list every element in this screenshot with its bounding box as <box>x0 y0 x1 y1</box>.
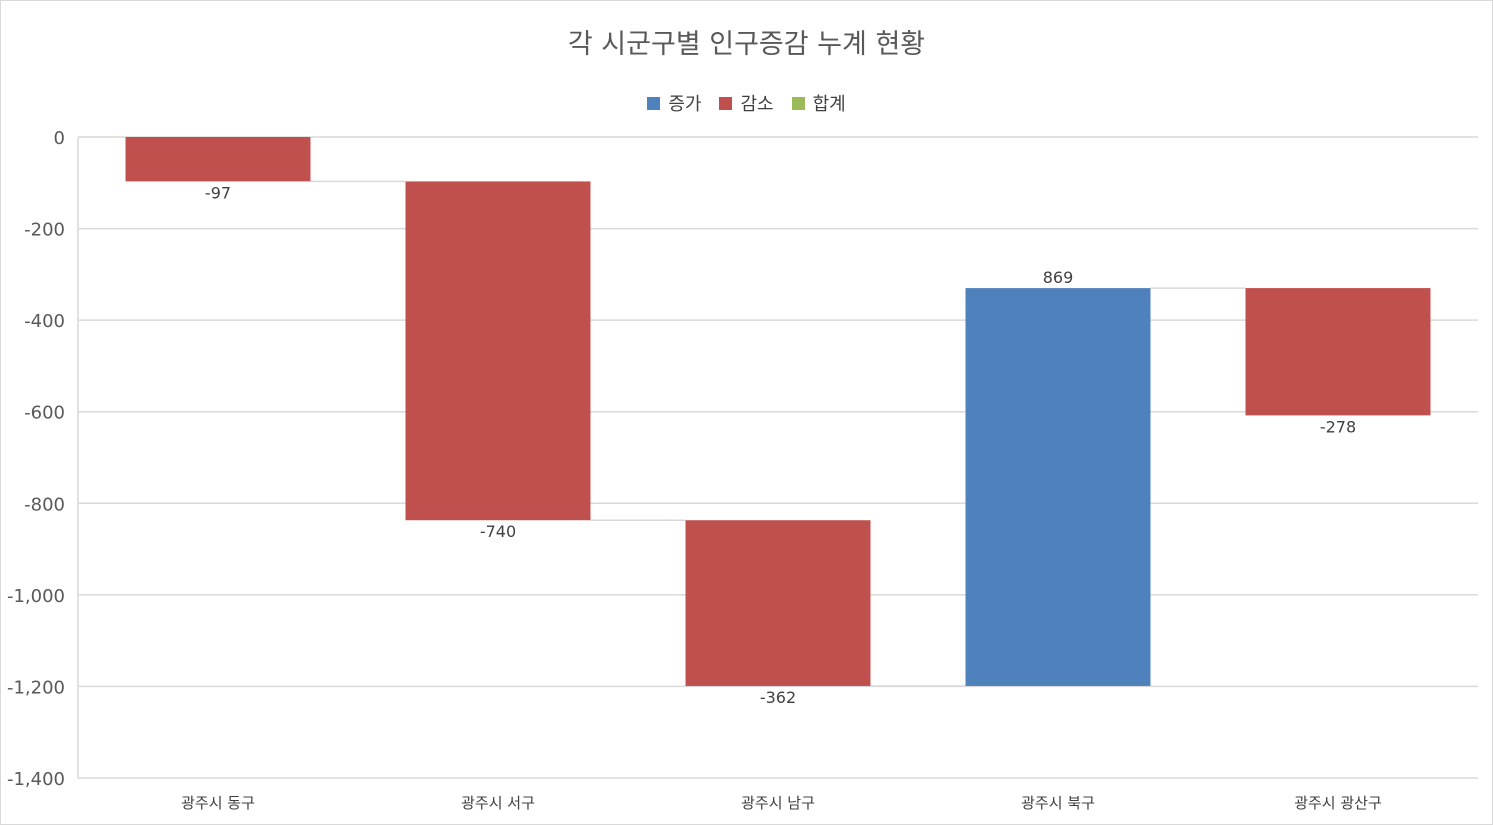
legend-label-decrease: 감소 <box>740 94 774 115</box>
bar <box>405 181 591 521</box>
bar <box>965 288 1151 686</box>
legend: 증가 감소 합계 <box>0 90 1493 116</box>
legend-label-total: 합계 <box>812 94 846 115</box>
y-tick-label: -1,000 <box>7 586 65 607</box>
data-label: -97 <box>205 183 231 202</box>
legend-swatch-total <box>791 96 805 110</box>
data-label: 869 <box>1043 268 1074 287</box>
data-label: -740 <box>480 522 516 541</box>
data-label: -278 <box>1320 417 1356 436</box>
x-tick-label: 광주시 동구 <box>181 794 255 812</box>
legend-item-decrease: 감소 <box>719 90 774 116</box>
bar <box>1245 288 1431 416</box>
legend-label-increase: 증가 <box>668 94 702 115</box>
x-tick-label: 광주시 북구 <box>1021 794 1095 812</box>
legend-swatch-increase <box>647 96 661 110</box>
y-tick-label: -400 <box>24 311 65 332</box>
bar <box>125 137 311 182</box>
y-tick-label: -600 <box>24 403 65 424</box>
y-tick-label: 0 <box>54 128 65 149</box>
y-tick-label: -800 <box>24 494 65 515</box>
x-tick-label: 광주시 남구 <box>741 794 815 812</box>
y-tick-label: -200 <box>24 220 65 241</box>
chart-title: 각 시군구별 인구증감 누계 현황 <box>567 29 926 60</box>
bar <box>685 520 871 686</box>
legend-item-total: 합계 <box>791 90 846 116</box>
legend-item-increase: 증가 <box>647 90 701 116</box>
y-tick-label: -1,400 <box>7 769 65 790</box>
legend-swatch-decrease <box>719 96 733 110</box>
data-label: -362 <box>760 688 796 707</box>
x-tick-label: 광주시 서구 <box>461 794 535 812</box>
x-tick-label: 광주시 광산구 <box>1294 794 1382 812</box>
y-tick-label: -1,200 <box>7 677 65 698</box>
